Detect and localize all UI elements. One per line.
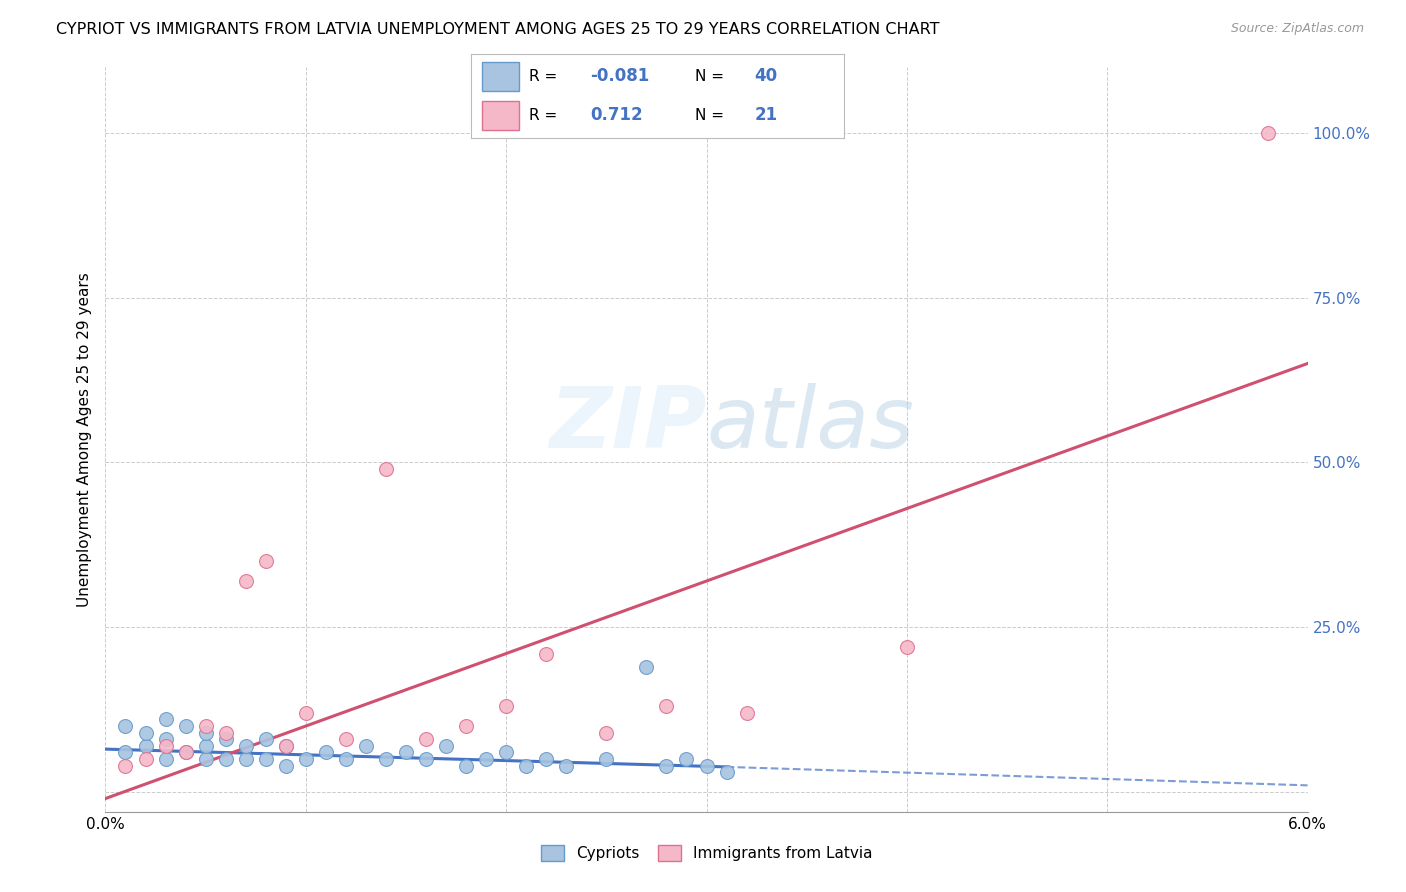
Point [735, 706, 758, 720]
Point [335, 752, 357, 766]
Point [194, 739, 217, 753]
Text: CYPRIOT VS IMMIGRANTS FROM LATVIA UNEMPLOYMENT AMONG AGES 25 TO 29 YEARS CORRELA: CYPRIOT VS IMMIGRANTS FROM LATVIA UNEMPL… [56, 22, 939, 37]
Point [274, 739, 297, 753]
Point [174, 745, 197, 759]
Point [114, 758, 136, 772]
Point [515, 758, 537, 772]
Text: N =: N = [695, 108, 728, 123]
Point [655, 758, 678, 772]
Point [395, 745, 418, 759]
Point [295, 752, 318, 766]
Point [254, 752, 277, 766]
Point [174, 745, 197, 759]
Y-axis label: Unemployment Among Ages 25 to 29 years: Unemployment Among Ages 25 to 29 years [77, 272, 93, 607]
Point [274, 739, 297, 753]
Point [174, 719, 197, 733]
Point [235, 752, 257, 766]
Point [114, 745, 136, 759]
Point [194, 719, 217, 733]
Text: R =: R = [529, 69, 562, 84]
Text: ZIP: ZIP [548, 383, 707, 466]
Point [194, 725, 217, 739]
Point [495, 745, 517, 759]
Point [696, 758, 718, 772]
Point [454, 719, 477, 733]
Text: 21: 21 [754, 106, 778, 124]
Point [534, 752, 557, 766]
Point [135, 752, 157, 766]
Point [716, 765, 738, 780]
Text: atlas: atlas [707, 383, 914, 466]
Point [235, 574, 257, 588]
Point [274, 758, 297, 772]
Point [896, 640, 918, 654]
Point [135, 739, 157, 753]
FancyBboxPatch shape [482, 62, 519, 91]
Text: 40: 40 [754, 68, 778, 86]
Point [214, 725, 236, 739]
Point [555, 758, 578, 772]
Point [155, 713, 177, 727]
Point [595, 752, 617, 766]
Point [374, 462, 398, 476]
Point [155, 752, 177, 766]
Point [155, 732, 177, 747]
Text: N =: N = [695, 69, 728, 84]
Point [454, 758, 477, 772]
Point [675, 752, 697, 766]
FancyBboxPatch shape [482, 101, 519, 130]
Point [534, 647, 557, 661]
Text: R =: R = [529, 108, 567, 123]
Point [295, 706, 318, 720]
Point [335, 732, 357, 747]
Point [235, 739, 257, 753]
Point [374, 752, 398, 766]
Point [1257, 126, 1279, 140]
Point [475, 752, 498, 766]
Point [135, 725, 157, 739]
Point [214, 752, 236, 766]
Text: 0.712: 0.712 [591, 106, 643, 124]
Point [254, 554, 277, 568]
Point [434, 739, 457, 753]
Text: Source: ZipAtlas.com: Source: ZipAtlas.com [1230, 22, 1364, 36]
Legend: Cypriots, Immigrants from Latvia: Cypriots, Immigrants from Latvia [534, 839, 879, 867]
Point [636, 659, 658, 673]
Point [655, 699, 678, 714]
Point [214, 732, 236, 747]
Point [354, 739, 377, 753]
Point [155, 739, 177, 753]
Point [114, 719, 136, 733]
Point [415, 752, 437, 766]
Point [254, 732, 277, 747]
Point [315, 745, 337, 759]
Point [415, 732, 437, 747]
Point [495, 699, 517, 714]
Text: -0.081: -0.081 [591, 68, 650, 86]
Point [595, 725, 617, 739]
Point [194, 752, 217, 766]
